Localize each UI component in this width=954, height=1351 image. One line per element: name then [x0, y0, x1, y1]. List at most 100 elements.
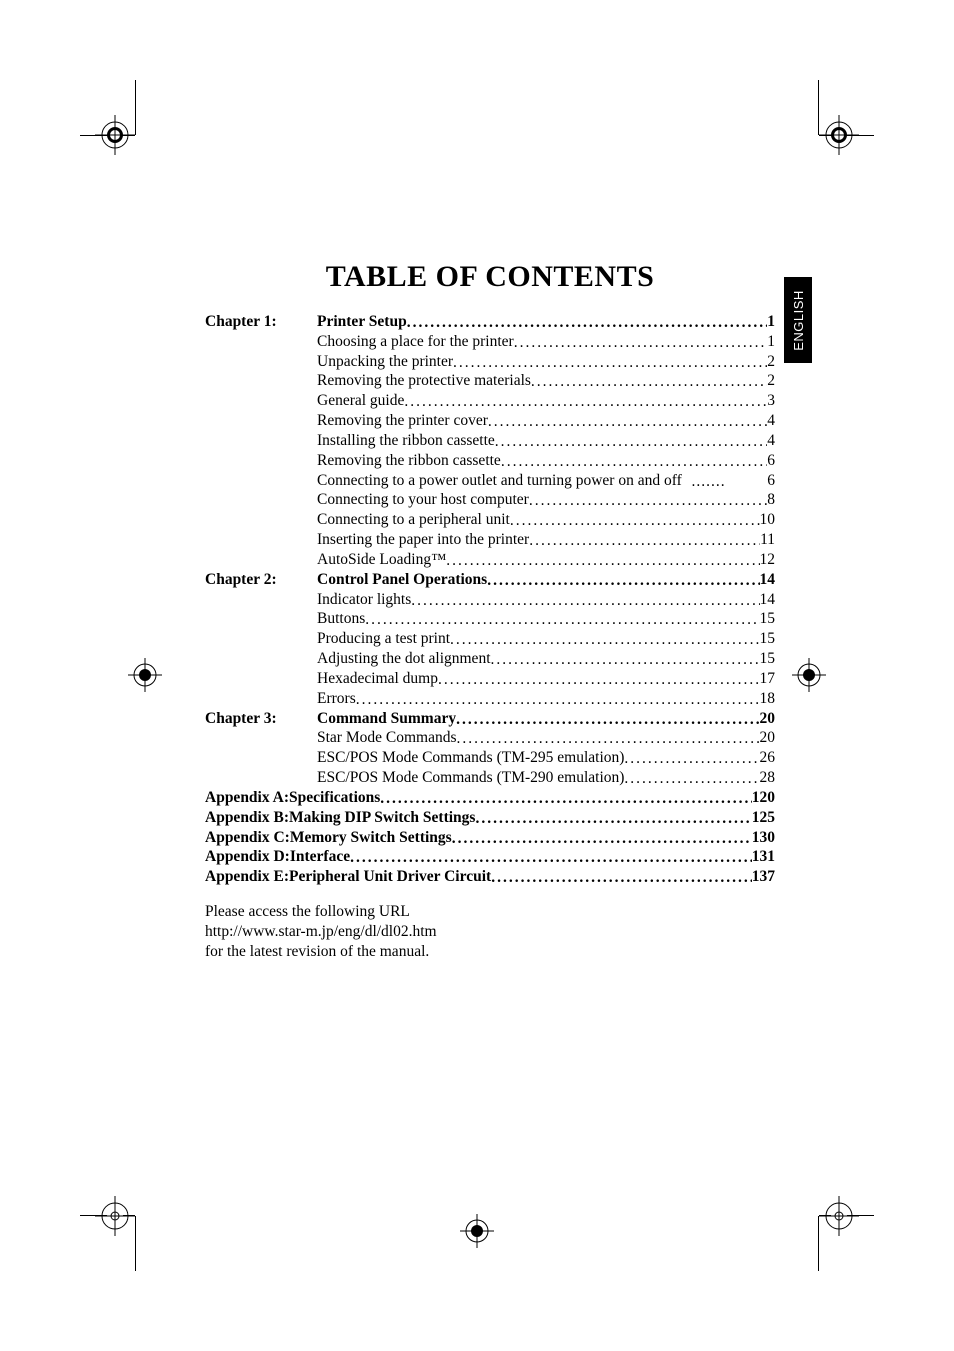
toc-page-number: 15 — [760, 649, 776, 669]
toc-entry-text: AutoSide Loading™ — [317, 550, 446, 570]
toc-entry: Star Mode Commands 20 — [205, 728, 775, 748]
toc-entry: Connecting to a power outlet and turning… — [205, 471, 775, 491]
toc-entry-text: Unpacking the printer — [317, 352, 453, 372]
toc-leader — [446, 551, 759, 570]
toc-chapter-label: Chapter 1: — [205, 312, 317, 332]
toc-leader — [365, 610, 759, 629]
toc-entry-text: Connecting to your host computer — [317, 490, 529, 510]
toc-leader — [350, 848, 752, 867]
toc-leader — [491, 868, 752, 887]
toc-entry: Hexadecimal dump17 — [205, 669, 775, 689]
toc-appendix-label: Appendix B: — [205, 808, 289, 828]
toc-entry-text: Adjusting the dot alignment — [317, 649, 491, 669]
table-of-contents: Chapter 1:Printer Setup 1Choosing a plac… — [205, 312, 775, 887]
toc-leader — [495, 432, 767, 451]
toc-entry-text: Hexadecimal dump — [317, 669, 438, 689]
toc-page-number: 2 — [767, 352, 775, 372]
toc-entry: ESC/POS Mode Commands (TM-290 emulation)… — [205, 768, 775, 788]
toc-entry-text: Removing the protective materials — [317, 371, 531, 391]
toc-appendix-label: Appendix E: — [205, 867, 289, 887]
toc-leader — [510, 511, 760, 530]
toc-entry: Appendix E: Peripheral Unit Driver Circu… — [205, 867, 775, 887]
toc-entry-text: Star Mode Commands — [317, 728, 457, 748]
toc-indent — [205, 391, 317, 411]
toc-indent — [205, 550, 317, 570]
toc-indent — [205, 748, 317, 768]
toc-entry: Appendix C: Memory Switch Settings130 — [205, 828, 775, 848]
toc-indent — [205, 411, 317, 431]
toc-page-number: 4 — [767, 431, 775, 451]
toc-entry-text: Command Summary — [317, 709, 456, 729]
footer-url: http://www.star-m.jp/eng/dl/dl02.htm — [205, 922, 775, 942]
toc-entry: Installing the ribbon cassette 4 — [205, 431, 775, 451]
toc-leader — [624, 749, 759, 768]
toc-entry: Removing the ribbon cassette6 — [205, 451, 775, 471]
crop-mark — [135, 80, 136, 135]
toc-entry: General guide 3 — [205, 391, 775, 411]
footer-line: for the latest revision of the manual. — [205, 942, 775, 962]
toc-page-number: 4 — [767, 411, 775, 431]
toc-page-number: 18 — [760, 689, 776, 709]
language-tab-label: ENGLISH — [791, 290, 806, 351]
toc-leader — [356, 690, 760, 709]
toc-entry-text: Buttons — [317, 609, 365, 629]
toc-entry: Appendix B: Making DIP Switch Settings12… — [205, 808, 775, 828]
toc-leader — [491, 650, 760, 669]
toc-page-number: 15 — [760, 609, 776, 629]
toc-entry-text: Installing the ribbon cassette — [317, 431, 495, 451]
toc-indent — [205, 669, 317, 689]
toc-leader — [457, 729, 760, 748]
toc-entry-text: Peripheral Unit Driver Circuit — [289, 867, 491, 887]
toc-leader — [487, 571, 759, 590]
toc-page-number: 20 — [760, 728, 776, 748]
toc-entry: Inserting the paper into the printer11 — [205, 530, 775, 550]
toc-leader — [404, 392, 767, 411]
toc-entry-text: ESC/POS Mode Commands (TM-295 emulation) — [317, 748, 624, 768]
toc-entry-text: General guide — [317, 391, 404, 411]
toc-entry: Chapter 3:Command Summary 20 — [205, 709, 775, 729]
toc-entry-text: Removing the printer cover — [317, 411, 488, 431]
toc-entry: Chapter 2:Control Panel Operations 14 — [205, 570, 775, 590]
toc-entry-text: Memory Switch Settings — [290, 828, 452, 848]
toc-entry: Appendix D: Interface131 — [205, 847, 775, 867]
toc-entry-text: Connecting to a power outlet and turning… — [317, 471, 682, 491]
toc-indent — [205, 689, 317, 709]
toc-leader — [411, 591, 759, 610]
toc-entry-text: ESC/POS Mode Commands (TM-290 emulation) — [317, 768, 624, 788]
registration-mark-icon — [95, 1196, 135, 1236]
toc-chapter-label: Chapter 2: — [205, 570, 317, 590]
toc-entry: Connecting to a peripheral unit10 — [205, 510, 775, 530]
toc-leader — [438, 670, 760, 689]
toc-page-number: 120 — [752, 788, 775, 808]
toc-entry-text: Connecting to a peripheral unit — [317, 510, 510, 530]
toc-entry-text: Interface — [290, 847, 350, 867]
toc-entry: Removing the printer cover 4 — [205, 411, 775, 431]
toc-leader — [501, 452, 767, 471]
toc-indent — [205, 590, 317, 610]
toc-entry-text: Indicator lights — [317, 590, 411, 610]
toc-page-number: 2 — [767, 371, 775, 391]
toc-leader — [624, 769, 759, 788]
toc-page-number: 15 — [760, 629, 776, 649]
toc-page-number: 1 — [767, 332, 775, 352]
toc-entry: Indicator lights14 — [205, 590, 775, 610]
crop-mark — [135, 1216, 136, 1271]
toc-entry-text: Specifications — [289, 788, 380, 808]
toc-entry: Buttons 15 — [205, 609, 775, 629]
toc-leader — [529, 531, 760, 550]
toc-entry: AutoSide Loading™12 — [205, 550, 775, 570]
toc-appendix-label: Appendix D: — [205, 847, 290, 867]
toc-indent — [205, 352, 317, 372]
toc-leader — [488, 412, 767, 431]
toc-indent — [205, 609, 317, 629]
toc-leader — [456, 710, 759, 729]
toc-entry-text: Printer Setup — [317, 312, 407, 332]
toc-indent — [205, 471, 317, 491]
toc-appendix-label: Appendix A: — [205, 788, 289, 808]
toc-leader — [682, 472, 768, 491]
toc-indent — [205, 371, 317, 391]
registration-mark-icon — [457, 1211, 497, 1251]
toc-entry: ESC/POS Mode Commands (TM-295 emulation)… — [205, 748, 775, 768]
toc-page-number: 3 — [767, 391, 775, 411]
toc-page-number: 28 — [760, 768, 776, 788]
